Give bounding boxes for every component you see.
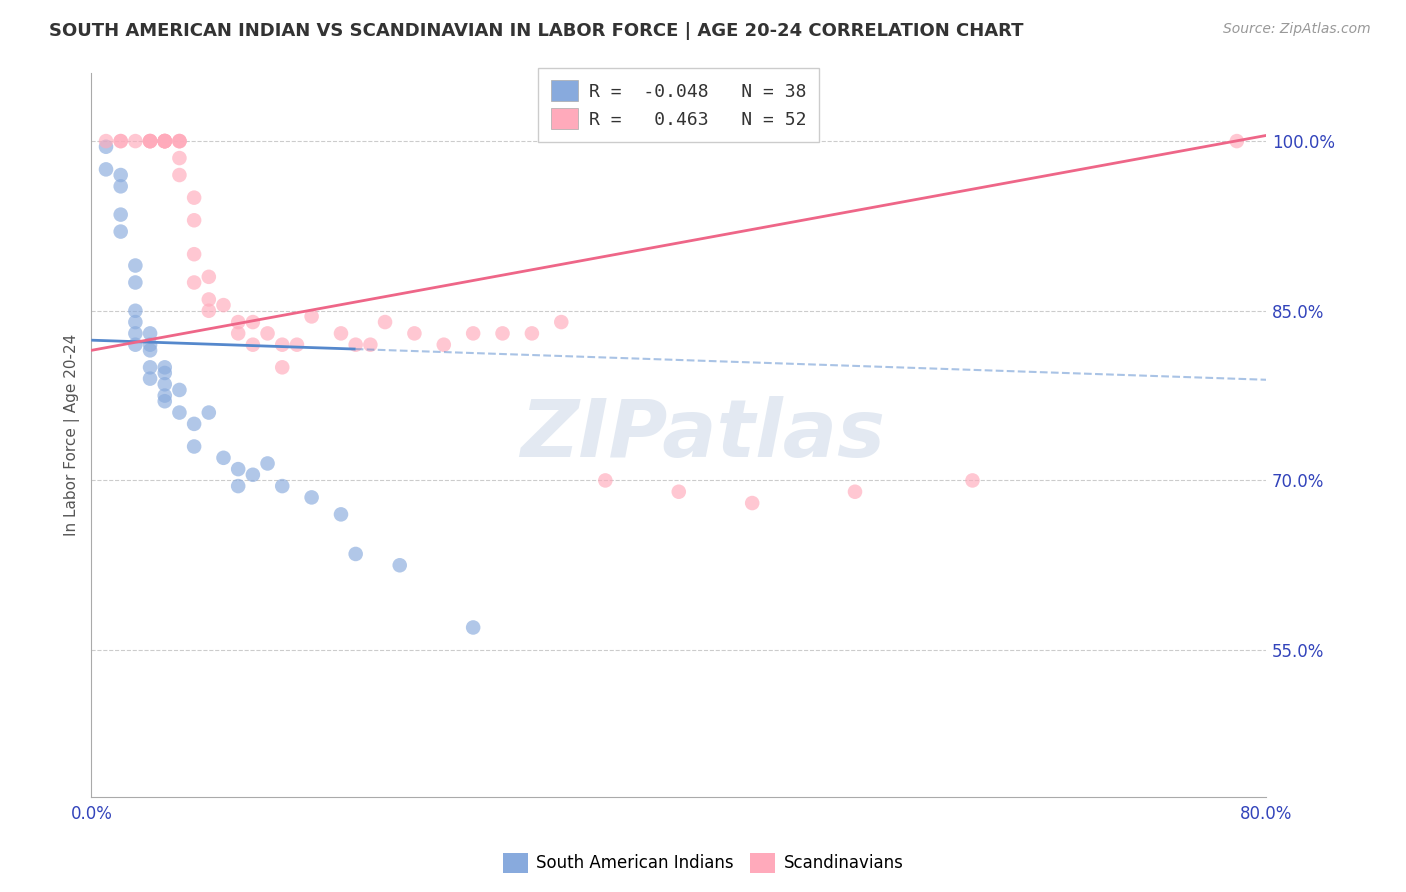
Point [198, 406, 221, 420]
Point [183, 191, 205, 205]
Point [520, 326, 543, 341]
Y-axis label: In Labor Force | Age 20-24: In Labor Force | Age 20-24 [65, 334, 80, 536]
Point [169, 134, 191, 148]
Point [463, 620, 485, 634]
Point [139, 134, 162, 148]
Point [153, 134, 176, 148]
Point [110, 134, 132, 148]
Point [271, 479, 294, 493]
Point [226, 462, 249, 476]
Point [153, 360, 176, 375]
Point [242, 315, 264, 329]
Point [139, 134, 162, 148]
Point [226, 326, 249, 341]
Point [374, 315, 396, 329]
Point [169, 168, 191, 182]
Point [1226, 134, 1249, 148]
Point [226, 479, 249, 493]
Point [94, 162, 117, 177]
Point [110, 134, 132, 148]
Text: Source: ZipAtlas.com: Source: ZipAtlas.com [1223, 22, 1371, 37]
Point [124, 326, 146, 341]
Point [388, 558, 411, 573]
Point [124, 315, 146, 329]
Point [595, 474, 617, 488]
Point [153, 134, 176, 148]
Point [110, 179, 132, 194]
Point [153, 394, 176, 409]
Point [183, 247, 205, 261]
Point [124, 337, 146, 351]
Point [139, 134, 162, 148]
Point [153, 134, 176, 148]
Point [271, 360, 294, 375]
Point [212, 298, 235, 312]
Point [844, 484, 866, 499]
Point [433, 337, 456, 351]
Point [110, 168, 132, 182]
Point [139, 337, 162, 351]
Point [110, 225, 132, 239]
Point [153, 366, 176, 380]
Point [169, 134, 191, 148]
Point [153, 377, 176, 392]
Text: SOUTH AMERICAN INDIAN VS SCANDINAVIAN IN LABOR FORCE | AGE 20-24 CORRELATION CHA: SOUTH AMERICAN INDIAN VS SCANDINAVIAN IN… [49, 22, 1024, 40]
Point [256, 326, 278, 341]
Point [94, 140, 117, 154]
Point [110, 208, 132, 222]
Point [139, 134, 162, 148]
Point [124, 276, 146, 290]
Point [183, 417, 205, 431]
Point [124, 134, 146, 148]
Point [271, 337, 294, 351]
Point [330, 326, 353, 341]
Legend: South American Indians, Scandinavians: South American Indians, Scandinavians [496, 847, 910, 880]
Point [285, 337, 308, 351]
Point [330, 508, 353, 522]
Point [139, 360, 162, 375]
Point [94, 134, 117, 148]
Point [301, 491, 323, 505]
Point [169, 151, 191, 165]
Point [550, 315, 572, 329]
Point [169, 134, 191, 148]
Point [256, 457, 278, 471]
Text: ZIPatlas: ZIPatlas [520, 396, 884, 475]
Point [183, 276, 205, 290]
Point [359, 337, 381, 351]
Point [198, 303, 221, 318]
Point [198, 269, 221, 284]
Point [242, 467, 264, 482]
Point [153, 134, 176, 148]
Point [153, 134, 176, 148]
Point [169, 406, 191, 420]
Point [463, 326, 485, 341]
Point [139, 343, 162, 358]
Point [301, 310, 323, 324]
Point [153, 388, 176, 402]
Legend: R =  -0.048   N = 38, R =   0.463   N = 52: R = -0.048 N = 38, R = 0.463 N = 52 [538, 68, 820, 142]
Point [198, 293, 221, 307]
Point [139, 371, 162, 385]
Point [153, 134, 176, 148]
Point [242, 337, 264, 351]
Point [183, 440, 205, 454]
Point [962, 474, 984, 488]
Point [183, 213, 205, 227]
Point [124, 259, 146, 273]
Point [404, 326, 426, 341]
Point [124, 303, 146, 318]
Point [668, 484, 690, 499]
Point [741, 496, 763, 510]
Point [344, 547, 367, 561]
Point [491, 326, 513, 341]
Point [169, 383, 191, 397]
Point [139, 326, 162, 341]
Point [344, 337, 367, 351]
Point [212, 450, 235, 465]
Point [226, 315, 249, 329]
